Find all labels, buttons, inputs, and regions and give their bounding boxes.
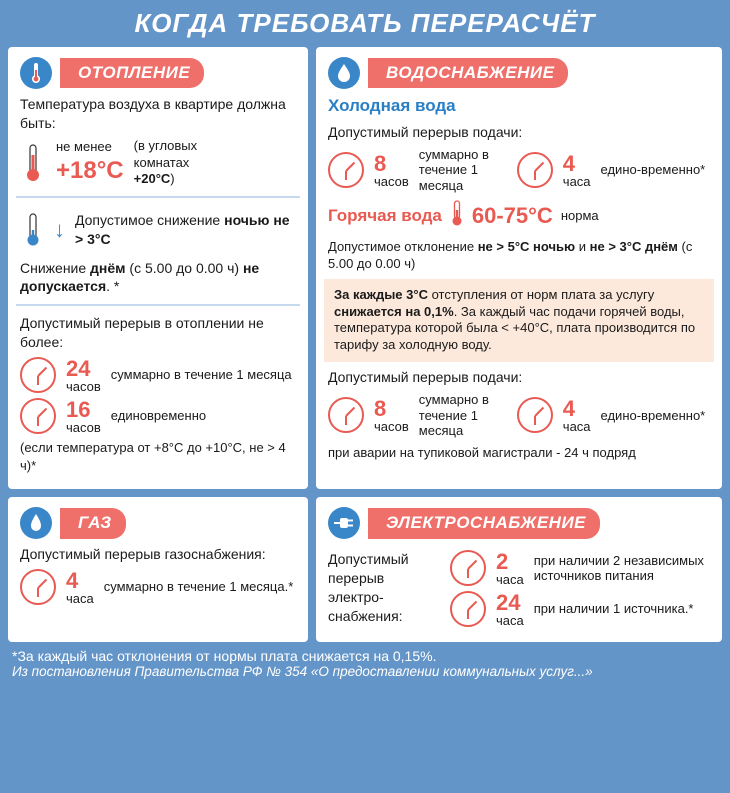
heating-temp-note: (если температура от +8°C до +10°C, не >… xyxy=(20,439,296,474)
unit: часа xyxy=(563,175,591,188)
min-label: не менее xyxy=(56,138,124,156)
hot-accident-note: при аварии на тупиковой магистрали - 24 … xyxy=(328,444,710,462)
gas-intro: Допустимый перерыв газоснабжения: xyxy=(20,545,296,564)
divider xyxy=(16,196,300,198)
clock-icon xyxy=(450,550,486,586)
elec-panel: ЭЛЕКТРОСНАБЖЕНИЕ Допустимый перерыв элек… xyxy=(316,497,722,642)
hot-norm: норма xyxy=(561,207,599,225)
cold-water-title: Холодная вода xyxy=(328,95,710,118)
hot-clocks: 8часов суммарно в течение 1 месяца 4часа… xyxy=(328,392,710,439)
clock-icon xyxy=(328,152,364,188)
desc: суммарно в течение 1 месяца xyxy=(111,367,292,383)
hot-deviation: Допустимое отклонение не > 5°C ночью и н… xyxy=(328,238,710,273)
heating-header: ОТОПЛЕНИЕ xyxy=(20,57,296,89)
corner-note: (в угловыхкомнатах+20°C) xyxy=(134,138,198,187)
elec-badge: ЭЛЕКТРОСНАБЖЕНИЕ xyxy=(368,508,600,539)
heating-clock-24: 24часов суммарно в течение 1 месяца xyxy=(20,357,296,393)
val-4: 4 xyxy=(66,570,94,592)
clock-icon xyxy=(450,591,486,627)
val-16: 16 xyxy=(66,399,101,421)
gas-panel: ГАЗ Допустимый перерыв газоснабжения: 4ч… xyxy=(8,497,308,642)
content-grid: ОТОПЛЕНИЕ Температура воздуха в квартире… xyxy=(8,47,722,642)
day-text: Снижение днём (с 5.00 до 0.00 ч) не допу… xyxy=(20,259,296,297)
desc: при наличии 2 независимых источников пит… xyxy=(534,553,710,584)
elec-header: ЭЛЕКТРОСНАБЖЕНИЕ xyxy=(328,507,710,539)
heating-min-temp-row: не менее +18°C (в угловыхкомнатах+20°C) xyxy=(20,138,296,188)
hot-water-note: За каждые 3°C отступления от норм плата … xyxy=(324,279,714,363)
night-row: ↓ Допустимое снижение ночью не > 3°C xyxy=(20,206,296,254)
val-8: 8 xyxy=(374,398,409,420)
footer-source: Из постановления Правительства РФ № 354 … xyxy=(8,664,722,679)
elec-clock-2: 2часа при наличии 2 независимых источник… xyxy=(450,550,710,586)
divider xyxy=(16,304,300,306)
cold-intro: Допустимый перерыв подачи: xyxy=(328,123,710,142)
clock-icon xyxy=(328,397,364,433)
arrow-down-icon: ↓ xyxy=(54,215,65,245)
thermometer-red-icon xyxy=(20,143,46,183)
val-24: 24 xyxy=(496,592,524,614)
desc: едино-временно* xyxy=(601,162,706,178)
hot-intro: Допустимый перерыв подачи: xyxy=(328,368,710,387)
clock-icon xyxy=(517,397,553,433)
cold-clocks: 8часов суммарно в течение 1 месяца 4часа… xyxy=(328,147,710,194)
footer-note: *За каждый час отклонения от нормы плата… xyxy=(8,648,722,664)
val-8: 8 xyxy=(374,153,409,175)
unit: часов xyxy=(374,420,409,433)
heating-badge: ОТОПЛЕНИЕ xyxy=(60,58,204,89)
hot-water-title: Горячая вода 60-75°C норма xyxy=(328,200,710,233)
clock-icon xyxy=(20,398,56,434)
clock-icon xyxy=(20,569,56,605)
break-intro: Допустимый перерыв в отоплении не более: xyxy=(20,314,296,352)
val-24: 24 xyxy=(66,358,101,380)
plug-icon xyxy=(328,507,360,539)
thermometer-small-icon xyxy=(450,200,464,233)
gas-badge: ГАЗ xyxy=(60,508,126,539)
unit: часа xyxy=(563,420,591,433)
gas-header: ГАЗ xyxy=(20,507,296,539)
clock-icon xyxy=(20,357,56,393)
desc: едино-временно* xyxy=(601,408,706,424)
elec-intro: Допустимый перерыв электро-снабжения: xyxy=(328,550,438,626)
unit: часов xyxy=(374,175,409,188)
desc: единовременно xyxy=(111,408,206,424)
thermometer-icon xyxy=(20,57,52,89)
clock-icon xyxy=(517,152,553,188)
unit: часа xyxy=(496,614,524,627)
desc: суммарно в течение 1 месяца.* xyxy=(104,579,294,595)
gas-clock: 4часа суммарно в течение 1 месяца.* xyxy=(20,569,296,605)
water-badge: ВОДОСНАБЖЕНИЕ xyxy=(368,58,568,89)
heating-clock-16: 16часов единовременно xyxy=(20,398,296,434)
unit: часов xyxy=(66,421,101,434)
desc: суммарно в течение 1 месяца xyxy=(419,392,499,439)
val-4: 4 xyxy=(563,398,591,420)
elec-clock-24: 24часа при наличии 1 источника.* xyxy=(450,591,710,627)
flame-icon xyxy=(20,507,52,539)
water-panel: ВОДОСНАБЖЕНИЕ Холодная вода Допустимый п… xyxy=(316,47,722,489)
unit: часов xyxy=(66,380,101,393)
desc: суммарно в течение 1 месяца xyxy=(419,147,499,194)
unit: часа xyxy=(66,592,94,605)
drop-icon xyxy=(328,57,360,89)
heating-panel: ОТОПЛЕНИЕ Температура воздуха в квартире… xyxy=(8,47,308,489)
unit: часа xyxy=(496,573,524,586)
heating-intro: Температура воздуха в квартире должна бы… xyxy=(20,95,296,133)
water-header: ВОДОСНАБЖЕНИЕ xyxy=(328,57,710,89)
night-text: Допустимое снижение ночью не > 3°C xyxy=(75,211,296,249)
hot-temp-range: 60-75°C xyxy=(472,201,553,231)
thermometer-blue-icon xyxy=(20,212,46,248)
desc: при наличии 1 источника.* xyxy=(534,601,694,617)
min-temp: +18°C xyxy=(56,155,124,187)
page-title: КОГДА ТРЕБОВАТЬ ПЕРЕРАСЧЁТ xyxy=(8,8,722,39)
val-2: 2 xyxy=(496,551,524,573)
val-4: 4 xyxy=(563,153,591,175)
